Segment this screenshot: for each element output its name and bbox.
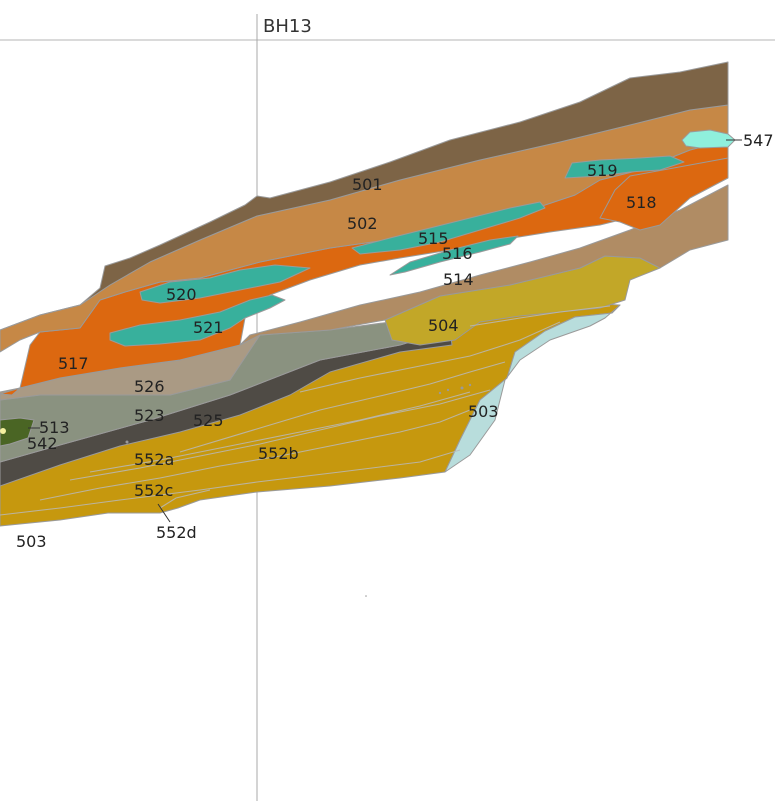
lens-516	[389, 235, 519, 276]
lens-519	[564, 155, 685, 179]
label-503-left: 503	[16, 532, 47, 551]
layer-501	[0, 61, 729, 331]
label-552a: 552a	[134, 450, 174, 469]
lens-515	[351, 201, 546, 255]
inclusion-dots	[125, 383, 472, 597]
label-542: 542	[27, 434, 58, 453]
label-518: 518	[626, 193, 657, 212]
leader-552d	[157, 503, 171, 523]
label-503-right: 503	[468, 402, 499, 421]
layer-514	[239, 184, 729, 346]
label-515: 515	[418, 229, 449, 248]
label-552b: 552b	[258, 444, 299, 463]
label-514: 514	[443, 270, 474, 289]
strata-lines	[0, 305, 611, 516]
label-501: 501	[352, 175, 383, 194]
layer-542-spot	[0, 428, 6, 434]
layer-503	[444, 304, 621, 473]
borehole-label: BH13	[263, 16, 312, 37]
label-504: 504	[428, 316, 459, 335]
lens-521	[109, 294, 286, 347]
label-520: 520	[166, 285, 197, 304]
label-516: 516	[442, 244, 473, 263]
label-513: 513	[39, 418, 70, 437]
label-526: 526	[134, 377, 165, 396]
label-552c: 552c	[134, 481, 173, 500]
label-523: 523	[134, 406, 165, 425]
unit-labels: 501 502 515 516 514 519 518 547 520 521 …	[16, 131, 774, 551]
label-517: 517	[58, 354, 89, 373]
label-547: 547	[743, 131, 774, 150]
layer-513	[0, 417, 35, 447]
label-502: 502	[347, 214, 378, 233]
label-552d: 552d	[156, 523, 197, 542]
layer-518	[599, 157, 729, 231]
label-525: 525	[193, 411, 224, 430]
label-521: 521	[193, 318, 224, 337]
lens-520	[139, 264, 311, 304]
label-519: 519	[587, 161, 618, 180]
